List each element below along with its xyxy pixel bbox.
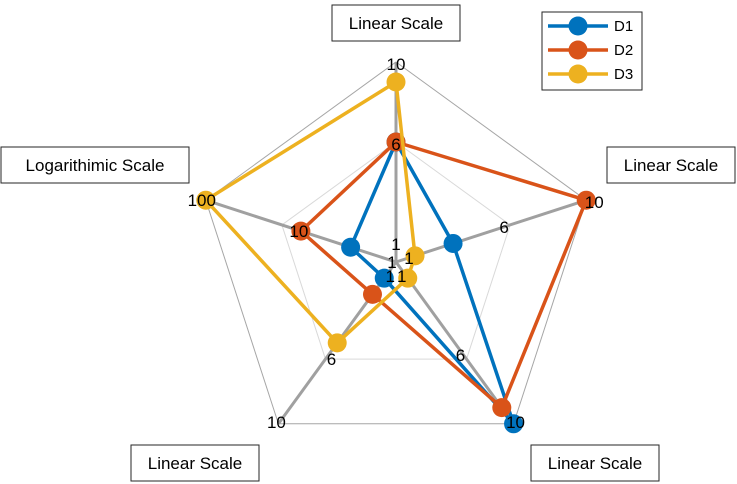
axis-label: Logarithimic Scale bbox=[0, 146, 190, 184]
axis-label-box bbox=[530, 444, 660, 482]
axis-spoke bbox=[394, 261, 515, 425]
series-point bbox=[386, 72, 406, 92]
grid-outer-ring bbox=[205, 61, 587, 425]
legend-marker bbox=[568, 40, 588, 60]
tick-label: 10 bbox=[506, 413, 525, 432]
legend-marker bbox=[568, 16, 588, 36]
series-group bbox=[341, 132, 524, 434]
series-line bbox=[299, 140, 588, 410]
axis-spoke bbox=[395, 198, 587, 264]
tick-labels: 1 6 10 1 6 10 1 6 10 1 6 10 1 10 100 bbox=[188, 55, 604, 432]
series-point bbox=[576, 190, 596, 210]
axis-label-box bbox=[130, 444, 260, 482]
tick-label: 1 bbox=[387, 253, 396, 272]
tick-label: 1 bbox=[391, 235, 400, 254]
axis-label-text: Linear Scale bbox=[548, 454, 643, 473]
series-point bbox=[341, 237, 361, 257]
axis-label: Linear Scale bbox=[130, 444, 260, 482]
axis-labels: Linear Scale Linear Scale Linear Scale Line… bbox=[0, 4, 736, 482]
legend-entry: D2 bbox=[548, 40, 633, 60]
series-line bbox=[348, 140, 516, 426]
legend-entry: D3 bbox=[548, 64, 633, 84]
tick-label: 10 bbox=[289, 222, 308, 241]
series-point bbox=[374, 268, 394, 288]
axis-label-text: Logarithimic Scale bbox=[26, 156, 165, 175]
legend-label: D2 bbox=[614, 42, 633, 59]
series-point bbox=[504, 414, 524, 434]
axis-label-box bbox=[331, 4, 461, 42]
axis-label: Linear Scale bbox=[331, 4, 461, 42]
series-point bbox=[492, 398, 512, 418]
series-group bbox=[196, 72, 425, 353]
series-point bbox=[327, 333, 347, 353]
tick-label: 10 bbox=[585, 193, 604, 212]
tick-label: 10 bbox=[267, 413, 286, 432]
tick-label: 6 bbox=[391, 135, 400, 154]
tick-label: 6 bbox=[456, 346, 465, 365]
legend-label: D3 bbox=[614, 66, 633, 83]
series-layer bbox=[196, 72, 596, 434]
legend: D1 D2 D3 bbox=[541, 11, 643, 91]
axis-label-text: Linear Scale bbox=[624, 156, 719, 175]
series-point bbox=[398, 268, 418, 288]
axis-label-box bbox=[606, 146, 736, 184]
axis-label-text: Linear Scale bbox=[148, 454, 243, 473]
tick-label: 10 bbox=[387, 55, 406, 74]
axis-label: Linear Scale bbox=[606, 146, 736, 184]
tick-label: 6 bbox=[327, 350, 336, 369]
series-group bbox=[291, 132, 596, 418]
radar-grid bbox=[205, 61, 587, 425]
axis-label: Linear Scale bbox=[530, 444, 660, 482]
tick-label: 1 bbox=[404, 249, 413, 268]
series-point bbox=[196, 190, 216, 210]
series-point bbox=[291, 221, 311, 241]
tick-label: 100 bbox=[188, 191, 216, 210]
series-point bbox=[443, 233, 463, 253]
tick-label: 1 bbox=[386, 267, 395, 286]
series-point bbox=[405, 246, 425, 266]
axis-label-text: Linear Scale bbox=[349, 14, 444, 33]
series-point bbox=[362, 284, 382, 304]
legend-marker bbox=[568, 64, 588, 84]
grid-inner-ring bbox=[281, 141, 511, 360]
legend-label: D1 bbox=[614, 18, 633, 35]
axis-label-box bbox=[0, 146, 190, 184]
series-line bbox=[204, 80, 417, 345]
tick-label: 1 bbox=[397, 267, 406, 286]
legend-entry: D1 bbox=[548, 16, 633, 36]
tick-label: 6 bbox=[499, 218, 508, 237]
